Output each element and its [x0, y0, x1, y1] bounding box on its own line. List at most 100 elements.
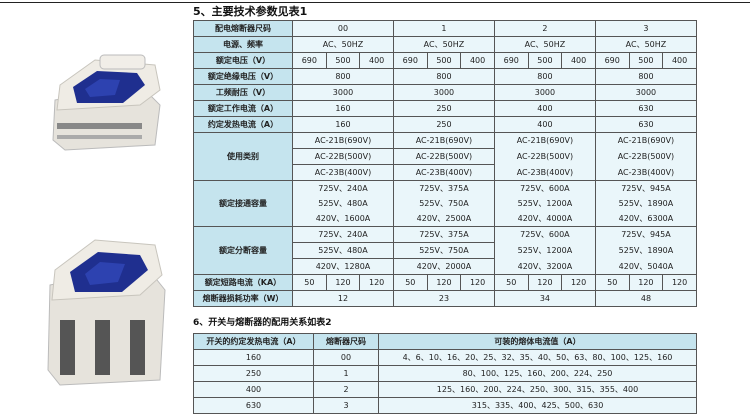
cell: 1 [313, 365, 379, 382]
table-row: AC-23B(400V) AC-23B(400V) AC-23B(400V) A… [194, 164, 698, 181]
cell: 525V、1890A [594, 242, 698, 259]
row-label: 额定电压（V） [193, 52, 293, 69]
cell: 800 [292, 68, 394, 85]
cell: 125、160、200、224、250、300、315、355、400 [378, 381, 697, 398]
cell: 500 [426, 52, 462, 69]
column-header: 可装的熔体电流值（A） [378, 333, 697, 350]
cell: 525V、480A [292, 196, 394, 211]
cell: 250 [392, 116, 495, 133]
table-row: 额定电压（V） 690 500 400 690 500 400 690 500 400 69… [193, 52, 697, 69]
table-row: 630 3 315、335、400、425、500、630 [193, 397, 697, 414]
cell: 400 [493, 116, 596, 133]
cell: 50 [392, 274, 428, 291]
cell: 400 [359, 52, 394, 69]
cell: 690 [292, 52, 327, 69]
cell: 120 [460, 274, 495, 291]
cell: 800 [392, 68, 495, 85]
cell: 725V、600A [493, 226, 596, 243]
cell: 250 [193, 365, 314, 382]
cell: 160 [193, 349, 314, 366]
cell: 420V、5040A [594, 258, 698, 275]
cell: 725V、945A [594, 180, 698, 196]
table-row: 约定发热电流（A） 160 250 400 630 [193, 116, 698, 133]
row-label: 电源、频率 [193, 36, 293, 53]
cell: AC-21B(690V) [594, 132, 698, 149]
cell: 400 [460, 52, 495, 69]
cell: 690 [594, 52, 630, 69]
cell: 800 [493, 68, 596, 85]
cell: 420V、3200A [493, 258, 596, 275]
row-label: 额定短路电流（KA） [193, 274, 293, 291]
cell: 725V、240A [292, 226, 394, 243]
table-row: 525V、480A 525V、750A 525V、1200A 525V、1890… [194, 196, 698, 211]
cell: 725V、375A [392, 226, 495, 243]
cell: 420V、4000A [493, 211, 596, 227]
cell: AC-23B(400V) [292, 164, 394, 181]
cell: 400 [493, 100, 596, 117]
cell: 120 [359, 274, 394, 291]
cell: 725V、945A [594, 226, 698, 243]
column-header: 开关的约定发热电流（A） [193, 333, 314, 350]
table-row: 配电熔断器尺码 00 1 2 3 [193, 20, 698, 37]
row-label: 熔断器损耗功率（W） [193, 290, 293, 307]
table-row: 工频耐压（V） 3000 3000 3000 3000 [193, 84, 698, 101]
cell: 420V、1280A [292, 258, 394, 275]
cell: 120 [527, 274, 563, 291]
cell: 725V、240A [292, 180, 394, 196]
cell: AC、50HZ [594, 36, 698, 53]
cell: AC-22B(500V) [493, 148, 596, 165]
cell: AC-22B(500V) [594, 148, 698, 165]
cell: 725V、600A [493, 180, 596, 196]
cell: 630 [594, 100, 698, 117]
cell: AC-21B(690V) [392, 132, 495, 149]
table-row: 250 1 80、100、125、160、200、224、250 [193, 365, 697, 382]
cell: 315、335、400、425、500、630 [378, 397, 697, 414]
cell: 120 [561, 274, 596, 291]
cell: 800 [594, 68, 698, 85]
row-label: 额定分断容量 [193, 226, 293, 275]
cell: 3 [594, 20, 698, 37]
table-row: 熔断器损耗功率（W） 12 23 34 48 [193, 290, 698, 307]
fuse-matching-table: 开关的约定发热电流（A） 熔断器尺码 可装的熔体电流值（A） 160 00 4、… [193, 333, 697, 414]
cell: 50 [292, 274, 327, 291]
cell: 525V、480A [292, 242, 394, 259]
table-row: 电源、频率 AC、50HZ AC、50HZ AC、50HZ AC、50HZ [193, 36, 698, 53]
cell: AC-22B(500V) [292, 148, 394, 165]
cell: 48 [594, 290, 698, 307]
column-header: 熔断器尺码 [313, 333, 379, 350]
cell: 00 [313, 349, 379, 366]
table-row: 额定接通容量 725V、240A 725V、375A 725V、600A 725… [193, 180, 698, 227]
cell: 630 [193, 397, 314, 414]
cell: 420V、6300A [594, 211, 698, 227]
fuse-switch-photo-open [47, 239, 166, 386]
cell: 400 [193, 381, 314, 398]
cell: AC-21B(690V) [292, 132, 394, 149]
cell: AC-22B(500V) [392, 148, 495, 165]
row-label: 约定发热电流（A） [193, 116, 293, 133]
cell: 690 [392, 52, 428, 69]
section5-title: 5、主要技术参数见表1 [193, 5, 308, 18]
cell: 630 [594, 116, 698, 133]
section6-title: 6、开关与熔断器的配用关系如表2 [193, 318, 332, 328]
cell: 50 [493, 274, 529, 291]
cell: 500 [628, 52, 664, 69]
cell: 120 [325, 274, 361, 291]
cell: 400 [561, 52, 596, 69]
row-label: 配电熔断器尺码 [193, 20, 293, 37]
cell: 00 [292, 20, 394, 37]
cell: 525V、750A [392, 196, 495, 211]
table-row: 525V、480A 525V、750A 525V、1200A 525V、1890… [194, 242, 698, 259]
cell: AC-21B(690V) [493, 132, 596, 149]
cell: AC、50HZ [292, 36, 394, 53]
cell: 690 [493, 52, 529, 69]
cell: AC-23B(400V) [493, 164, 596, 181]
cell: 120 [662, 274, 697, 291]
cell: 250 [392, 100, 495, 117]
row-label: 工频耐压（V） [193, 84, 293, 101]
cell: 3000 [594, 84, 698, 101]
cell: 34 [493, 290, 596, 307]
cell: 2 [313, 381, 379, 398]
top-divider [0, 2, 750, 3]
cell: 525V、1890A [594, 196, 698, 211]
